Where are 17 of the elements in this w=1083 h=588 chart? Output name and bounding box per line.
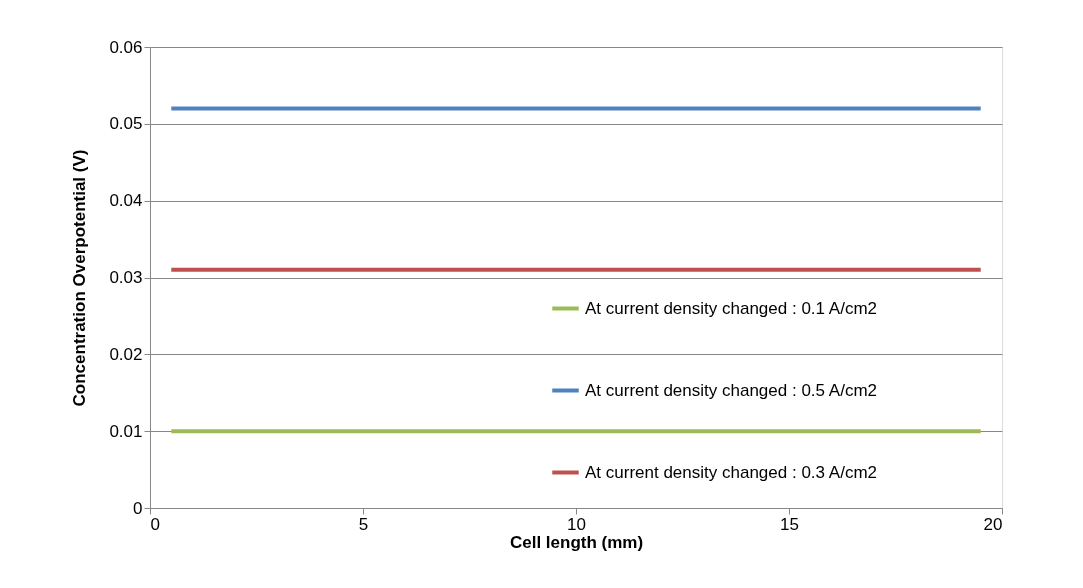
y-tick-label: 0.04	[109, 191, 143, 211]
y-tick-label: 0.02	[109, 344, 143, 364]
y-tick-label: 0	[133, 498, 143, 518]
y-tick-label: 0.06	[109, 37, 143, 57]
x-tick-label: 5	[358, 514, 369, 534]
y-tick-label: 0.03	[109, 268, 143, 287]
x-axis-title: Cell length (mm)	[509, 532, 644, 552]
legend-label: At current density changed : 0.5 A/cm2	[585, 380, 877, 400]
y-tick-label: 0.01	[109, 421, 143, 441]
x-tick-label: 0	[150, 514, 160, 534]
x-tick-label: 10	[567, 514, 586, 534]
y-axis-title: Concentration Overpotential (V)	[70, 149, 90, 407]
x-tick-label: 15	[780, 514, 799, 534]
x-tick-label: 20	[983, 514, 1003, 534]
y-tick-label: 0.05	[109, 114, 143, 134]
legend-label: At current density changed : 0.3 A/cm2	[585, 462, 877, 482]
legend-label: At current density changed : 0.1 A/cm2	[585, 298, 877, 318]
